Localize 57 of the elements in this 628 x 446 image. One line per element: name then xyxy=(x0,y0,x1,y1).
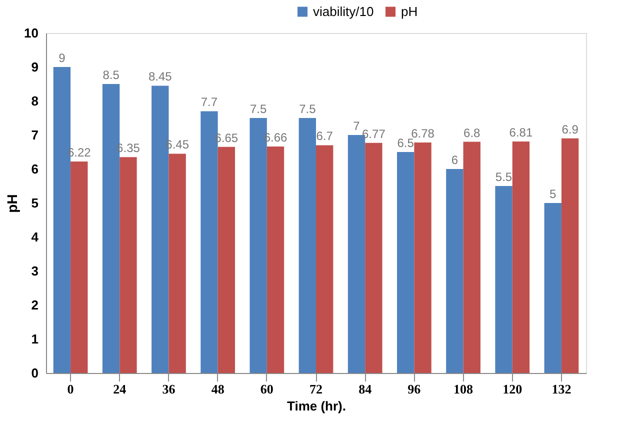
bar xyxy=(446,169,464,373)
bar xyxy=(365,142,382,373)
y-tick-label: 0 xyxy=(31,366,38,380)
x-tick-label: 72 xyxy=(310,382,322,396)
data-label: 8.5 xyxy=(102,68,120,82)
data-label: 6.8 xyxy=(464,126,481,140)
x-tick-label: 60 xyxy=(260,382,274,396)
y-tick-label: 10 xyxy=(24,26,38,40)
y-tick-label: 2 xyxy=(31,298,38,312)
data-label: 9 xyxy=(58,51,66,65)
y-tick-label: 7 xyxy=(31,128,38,142)
bar xyxy=(544,203,562,373)
data-label: 5 xyxy=(550,187,557,201)
data-label: 6.7 xyxy=(316,129,334,144)
y-tick-label: 9 xyxy=(31,60,38,74)
data-label: 7.5 xyxy=(250,102,267,116)
bar xyxy=(218,146,235,373)
y-tick-label: 6 xyxy=(31,162,38,176)
bar xyxy=(316,145,334,373)
y-tick-label: 4 xyxy=(31,230,40,244)
x-tick-label: 132 xyxy=(552,382,572,396)
bar xyxy=(414,142,432,373)
x-tick-label: 0 xyxy=(67,382,74,396)
data-label: 6.81 xyxy=(509,125,533,140)
data-label: 6 xyxy=(451,153,458,167)
bar xyxy=(463,142,480,373)
bar xyxy=(561,138,579,373)
y-tick-label: 5 xyxy=(31,196,38,210)
data-label: 6.9 xyxy=(562,122,579,136)
x-tick-label: 48 xyxy=(211,382,225,396)
legend-label: viability/10 xyxy=(313,4,374,19)
data-label: 7 xyxy=(353,119,360,133)
data-label: 6.77 xyxy=(362,126,386,141)
legend-label: pH xyxy=(401,4,418,19)
bar xyxy=(512,141,530,373)
bar xyxy=(298,118,316,373)
y-axis-title: pH xyxy=(4,194,20,213)
bar xyxy=(397,152,414,373)
x-tick-label: 96 xyxy=(408,382,422,396)
data-label: 5.5 xyxy=(495,170,512,184)
x-tick-label: 84 xyxy=(358,382,372,396)
data-label: 7.7 xyxy=(200,95,218,110)
data-label: 8.45 xyxy=(148,70,172,84)
y-tick-label: 1 xyxy=(31,332,38,346)
x-tick-label: 120 xyxy=(502,382,522,396)
bar xyxy=(120,157,137,373)
y-tick-label: 8 xyxy=(31,94,38,108)
bar xyxy=(70,162,88,373)
bar xyxy=(266,146,284,373)
x-tick-label: 36 xyxy=(162,382,176,396)
bar xyxy=(168,154,186,373)
x-tick-label: 108 xyxy=(454,382,474,396)
x-tick-label: 24 xyxy=(113,382,127,396)
data-label: 7.5 xyxy=(299,102,316,116)
bar xyxy=(495,186,512,373)
y-tick-label: 3 xyxy=(31,264,38,278)
x-axis-title: Time (hr). xyxy=(287,398,346,414)
